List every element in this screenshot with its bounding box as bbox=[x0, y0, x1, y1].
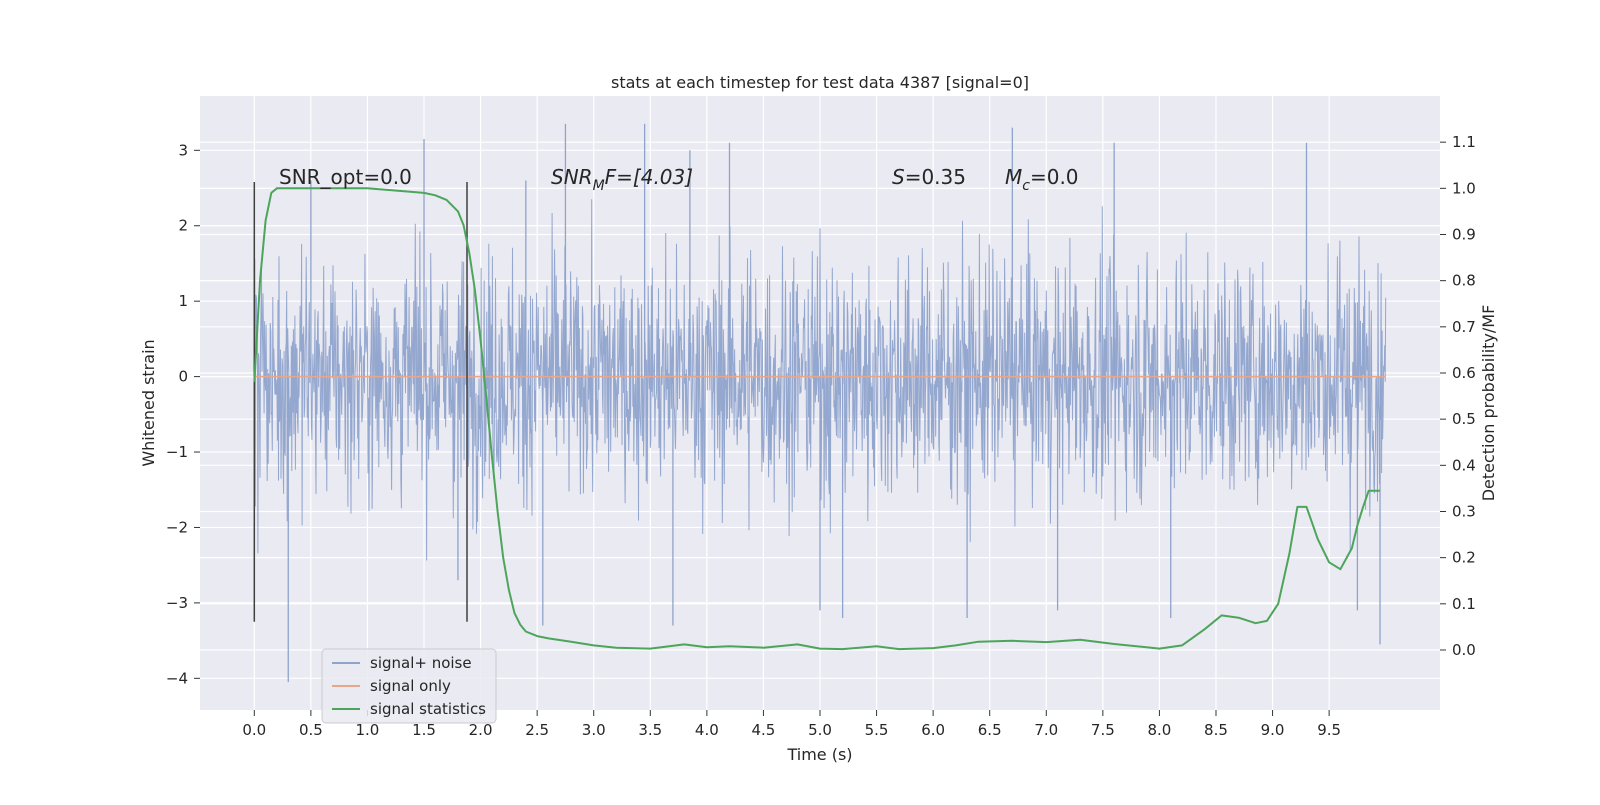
snr-mf-base: SNR bbox=[551, 165, 593, 189]
legend-label-signal: signal only bbox=[370, 677, 451, 695]
y-left-tick-label: −2 bbox=[166, 518, 188, 536]
y-left-tick-label: −4 bbox=[166, 669, 188, 687]
y-right-tick-label: 0.7 bbox=[1452, 318, 1476, 336]
mc-sub: c bbox=[1022, 178, 1030, 194]
y-left-tick-label: −3 bbox=[166, 594, 188, 612]
y-left-tick-labels: 3 2 1 0 −1 −2 −3 −4 bbox=[166, 141, 200, 687]
x-tick-label: 2.0 bbox=[469, 721, 493, 739]
y-left-tick-label: 3 bbox=[178, 141, 188, 159]
x-tick-label: 6.0 bbox=[921, 721, 945, 739]
x-tick-label: 5.5 bbox=[865, 721, 889, 739]
x-tick-label: 4.5 bbox=[752, 721, 776, 739]
y-axis-label-left: Whitened strain bbox=[139, 339, 158, 466]
y-right-tick-label: 0.9 bbox=[1452, 225, 1476, 243]
y-right-tick-label: 0.2 bbox=[1452, 549, 1476, 567]
x-tick-label: 3.5 bbox=[638, 721, 662, 739]
annotation-snr-opt: SNR_opt=0.0 bbox=[279, 165, 412, 189]
x-axis-label: Time (s) bbox=[786, 745, 852, 764]
mc-value: =0.0 bbox=[1030, 165, 1079, 189]
y-right-tick-labels: 1.1 1.0 0.9 0.8 0.7 0.6 0.5 0.4 0.3 0.2 0.1 0.0 bbox=[1440, 133, 1476, 659]
y-right-tick-label: 1.1 bbox=[1452, 133, 1476, 151]
x-tick-label: 2.5 bbox=[525, 721, 549, 739]
y-right-tick-label: 0.6 bbox=[1452, 364, 1476, 382]
legend-label-stats: signal statistics bbox=[370, 700, 486, 718]
y-right-tick-label: 0.5 bbox=[1452, 410, 1476, 428]
y-right-tick-label: 0.3 bbox=[1452, 502, 1476, 520]
noise-line bbox=[253, 199, 1387, 561]
legend-box bbox=[321, 648, 497, 724]
x-tick-label: 1.5 bbox=[412, 721, 436, 739]
y-right-tick-label: 0.8 bbox=[1452, 272, 1476, 290]
x-tick-label: 7.5 bbox=[1091, 721, 1115, 739]
annotation-s: S=0.35 bbox=[892, 165, 966, 189]
x-tick-label: 4.0 bbox=[695, 721, 719, 739]
annotation-mc: Mc=0.0 bbox=[1005, 165, 1079, 194]
s-symbol: S bbox=[892, 165, 905, 189]
y-right-tick-label: 1.0 bbox=[1452, 179, 1476, 197]
annotation-snr-mf: SNRMF=[4.03] bbox=[551, 165, 693, 194]
legend-label-noise: signal+ noise bbox=[370, 654, 472, 672]
snr-mf-sub: M bbox=[593, 178, 605, 194]
x-tick-label: 3.0 bbox=[582, 721, 606, 739]
x-tick-label: 8.5 bbox=[1204, 721, 1228, 739]
y-right-tick-label: 0.1 bbox=[1452, 595, 1476, 613]
vertical-markers bbox=[253, 181, 468, 622]
x-tick-labels: 0.0 0.5 1.0 1.5 2.0 2.5 3.0 3.5 4.0 4.5 5.0 5.5 6.0 6… bbox=[242, 710, 1341, 739]
y-left-tick-label: 1 bbox=[178, 292, 188, 310]
x-tick-label: 1.0 bbox=[356, 721, 380, 739]
x-tick-label: 9.5 bbox=[1317, 721, 1341, 739]
x-tick-label: 0.5 bbox=[299, 721, 323, 739]
x-tick-label: 7.0 bbox=[1034, 721, 1058, 739]
x-tick-label: 9.0 bbox=[1261, 721, 1285, 739]
x-tick-label: 6.5 bbox=[978, 721, 1002, 739]
statistics-line bbox=[253, 187, 1380, 651]
y-right-tick-label: 0.4 bbox=[1452, 456, 1476, 474]
x-tick-label: 8.0 bbox=[1147, 721, 1171, 739]
snr-mf-tail: F=[4.03] bbox=[605, 165, 693, 189]
y-left-tick-label: 2 bbox=[178, 217, 188, 235]
x-tick-label: 0.0 bbox=[242, 721, 266, 739]
legend: signal+ noise signal only signal statist… bbox=[321, 648, 497, 724]
s-value: =0.35 bbox=[905, 165, 966, 189]
y-left-tick-label: −1 bbox=[166, 443, 188, 461]
y-right-tick-label: 0.0 bbox=[1452, 641, 1476, 659]
mc-symbol: M bbox=[1005, 165, 1022, 189]
y-left-tick-label: 0 bbox=[178, 368, 188, 386]
y-axis-label-right: Detection probability/MF bbox=[1479, 305, 1498, 502]
x-tick-label: 5.0 bbox=[808, 721, 832, 739]
signal-statistics-series bbox=[253, 187, 1380, 651]
chart-title: stats at each timestep for test data 438… bbox=[611, 73, 1029, 92]
